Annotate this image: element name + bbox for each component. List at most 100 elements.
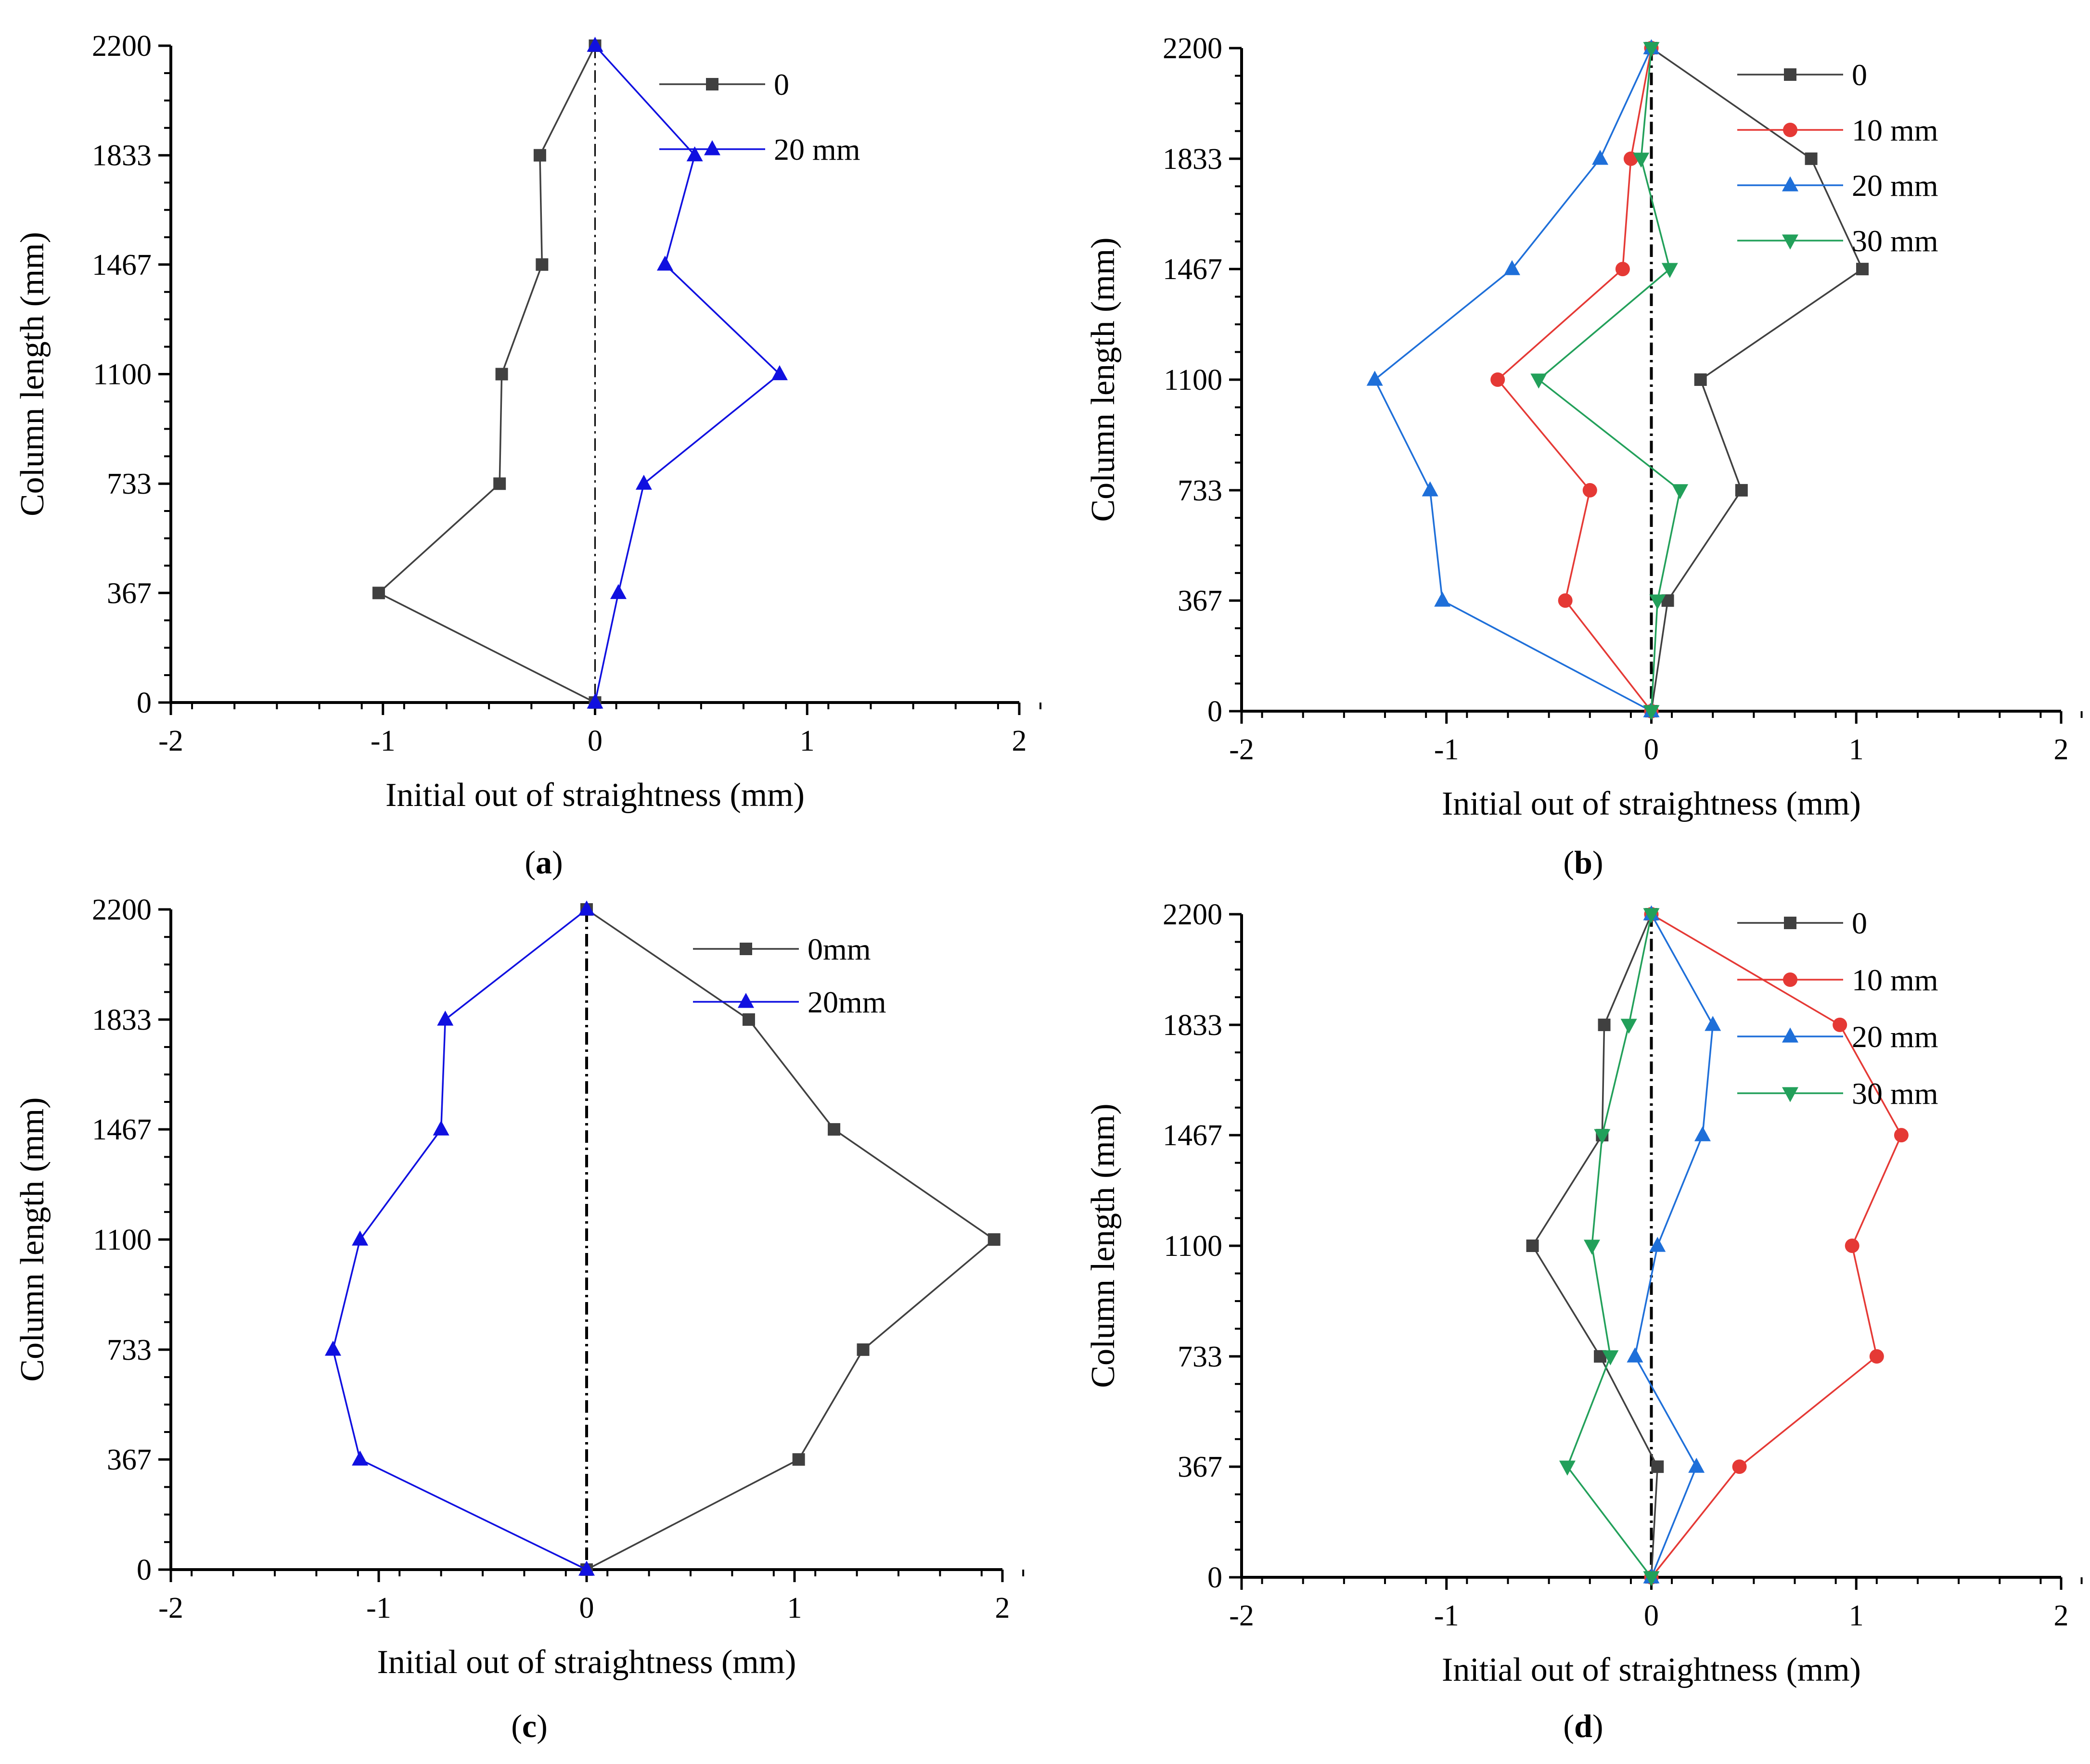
data-point (1643, 1571, 1660, 1586)
y-tick-label: 0 (1207, 695, 1222, 728)
series-30-mm (1559, 908, 1660, 1586)
x-tick-label: -1 (1434, 733, 1459, 766)
data-point (1649, 594, 1666, 610)
data-point (493, 477, 506, 490)
y-axis-title: Column length (mm) (1085, 1103, 1122, 1388)
series-line (377, 45, 596, 703)
legend-entry: 30 mm (1737, 224, 1938, 258)
data-point (437, 1010, 454, 1026)
y-tick-label: 367 (1178, 1451, 1222, 1483)
data-point (1894, 1128, 1909, 1143)
y-tick-label: 1833 (92, 140, 152, 172)
x-tick-label: 1 (800, 725, 815, 757)
y-tick-label: 1833 (1163, 143, 1222, 176)
legend-marker (738, 993, 754, 1008)
x-tick-label: 1 (787, 1592, 802, 1624)
data-point (372, 587, 385, 600)
series-10-mm (1490, 41, 1659, 718)
chart-panel-2: -2 -1 0 1 2 0 367 733 1100 1467 1833 2200 Initial ou… (1085, 32, 2083, 881)
y-tick-label: 733 (107, 1334, 152, 1367)
legend-entry: 30 mm (1737, 1076, 1938, 1111)
series-line (1496, 48, 1653, 712)
x-tick-label: 1 (1849, 1599, 1864, 1632)
y-tick-label: 1100 (1164, 1230, 1222, 1263)
data-point (1805, 152, 1818, 165)
data-point (1856, 263, 1869, 276)
x-tick-label: -2 (158, 725, 183, 757)
legend-label: 20 mm (1852, 1020, 1938, 1054)
x-tick-label: -1 (1434, 1599, 1459, 1632)
legend-entry: 0 (659, 67, 789, 102)
x-tick-label: -2 (1229, 1599, 1254, 1632)
series-30-mm (1530, 42, 1689, 720)
y-tick-label: 367 (1178, 585, 1222, 617)
legend-marker (1782, 1087, 1798, 1102)
data-point (352, 1230, 369, 1246)
series-line (332, 908, 588, 1571)
data-point (495, 368, 508, 381)
series-line (1650, 47, 1864, 712)
y-tick-label: 0 (137, 687, 152, 719)
legend-marker (1783, 123, 1797, 137)
data-point (1661, 263, 1678, 278)
y-tick-label: 1467 (92, 249, 152, 281)
data-point (610, 584, 627, 599)
y-tick-label: 2200 (1163, 32, 1222, 65)
legend-entry: 0 (1737, 906, 1867, 940)
legend-marker (1784, 917, 1796, 929)
y-tick-label: 1833 (1163, 1009, 1222, 1042)
data-point (987, 1233, 1000, 1246)
chart-panel-1: -2 -1 0 1 2 0 367 733 1100 1467 1833 2200 Initial ou… (14, 30, 1042, 881)
y-tick-label: 367 (107, 577, 152, 610)
data-point (578, 900, 595, 916)
y-tick-label: 1100 (93, 1224, 152, 1256)
legend-entry: 20mm (693, 985, 886, 1019)
panel-label: (d) (1563, 1708, 1603, 1744)
y-tick-label: 2200 (1163, 898, 1222, 931)
y-tick-label: 1467 (1163, 253, 1222, 286)
data-point (857, 1343, 870, 1356)
data-point (1643, 42, 1660, 57)
data-point (1651, 1460, 1664, 1473)
y-tick-label: 1467 (92, 1113, 152, 1146)
data-point (1694, 1126, 1711, 1141)
x-axis-title: Initial out of straightness (mm) (1442, 1651, 1861, 1688)
legend-marker (1782, 176, 1798, 192)
y-axis-title: Column length (mm) (14, 1097, 51, 1381)
series-line (1651, 913, 1902, 1578)
x-tick-label: 0 (1644, 733, 1659, 766)
x-tick-label: 2 (2054, 733, 2069, 766)
series-20-mm (1366, 39, 1660, 717)
y-axis-title: Column length (mm) (14, 232, 51, 516)
data-point (1643, 705, 1660, 720)
data-point (1559, 1460, 1576, 1476)
panel-label: (b) (1563, 844, 1603, 881)
x-tick-label: -1 (371, 725, 396, 757)
series-20-mm (587, 37, 788, 709)
data-point (587, 693, 603, 709)
legend-label: 0 (1852, 906, 1867, 940)
data-point (656, 256, 673, 271)
data-point (686, 146, 703, 162)
data-point (1649, 1237, 1666, 1252)
data-point (1594, 1129, 1611, 1144)
data-point (536, 258, 549, 271)
data-point (1633, 153, 1650, 168)
x-axis-title: Initial out of straightness (mm) (377, 1644, 796, 1681)
y-tick-label: 367 (107, 1444, 152, 1476)
chart-panel-4: -2 -1 0 1 2 0 367 733 1100 1467 1833 2200 Initial ou… (1085, 898, 2083, 1744)
y-tick-label: 2200 (92, 894, 152, 926)
data-point (635, 474, 652, 490)
data-point (1366, 371, 1383, 386)
x-tick-label: 2 (1012, 725, 1027, 757)
legend-label: 20 mm (774, 132, 860, 166)
legend-label: 10 mm (1852, 963, 1938, 997)
legend-entry: 0 (1737, 58, 1867, 92)
x-tick-label: -1 (366, 1592, 391, 1624)
data-point (587, 37, 603, 52)
data-point (1694, 373, 1707, 386)
x-axis-title: Initial out of straightness (mm) (385, 777, 805, 814)
legend-label: 0 (1852, 58, 1867, 92)
legend-label: 20 mm (1852, 168, 1938, 203)
